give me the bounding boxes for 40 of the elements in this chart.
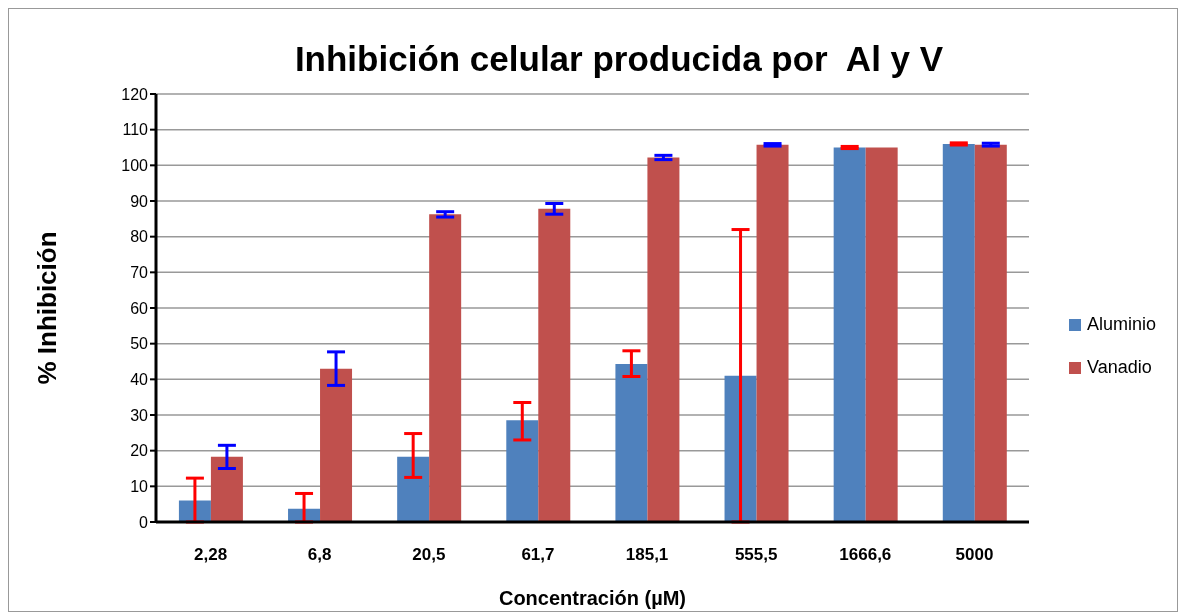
bar — [974, 144, 1007, 522]
bar — [210, 456, 243, 522]
y-tick-label: 110 — [122, 121, 149, 139]
x-tick-label: 2,28 — [194, 545, 228, 565]
x-axis-title: Concentración (µM) — [498, 587, 687, 609]
y-tick-label: 10 — [130, 478, 149, 496]
x-tick-label: 6,8 — [307, 545, 332, 565]
bar — [833, 147, 866, 522]
bar — [647, 157, 680, 522]
bar — [724, 375, 757, 522]
y-tick-label: 30 — [130, 406, 149, 424]
y-tick-label: 100 — [121, 157, 149, 175]
chart-title: Inhibición celular producida por Al y V — [293, 39, 945, 79]
y-tick-label: 80 — [130, 228, 149, 246]
x-tick-label: 61,7 — [521, 545, 555, 565]
y-tick-label: 90 — [130, 192, 149, 210]
y-axis-title: % Inhibición — [32, 231, 63, 385]
bar — [538, 208, 571, 522]
x-tick-label: 185,1 — [625, 545, 669, 565]
bar — [942, 143, 975, 522]
legend-label: Vanadio — [1087, 357, 1152, 378]
y-tick-label: 70 — [130, 264, 149, 282]
x-tick-label: 20,5 — [412, 545, 446, 565]
bar — [756, 144, 789, 522]
bar — [320, 368, 353, 522]
bar — [615, 364, 648, 522]
y-tick-label: 60 — [130, 299, 149, 317]
y-tick-label: 120 — [121, 85, 149, 103]
bar — [429, 214, 462, 522]
x-tick-label: 5000 — [955, 545, 994, 565]
x-tick-label: 1666,6 — [839, 545, 892, 565]
x-tick-label: 555,5 — [734, 545, 778, 565]
legend-label: Aluminio — [1087, 314, 1157, 335]
y-tick-label: 20 — [130, 442, 149, 460]
bar — [506, 420, 539, 522]
bar — [397, 456, 430, 522]
y-tick-label: 0 — [139, 513, 149, 531]
y-tick-label: 40 — [130, 371, 149, 389]
bar — [865, 147, 898, 522]
y-tick-label: 50 — [130, 335, 149, 353]
